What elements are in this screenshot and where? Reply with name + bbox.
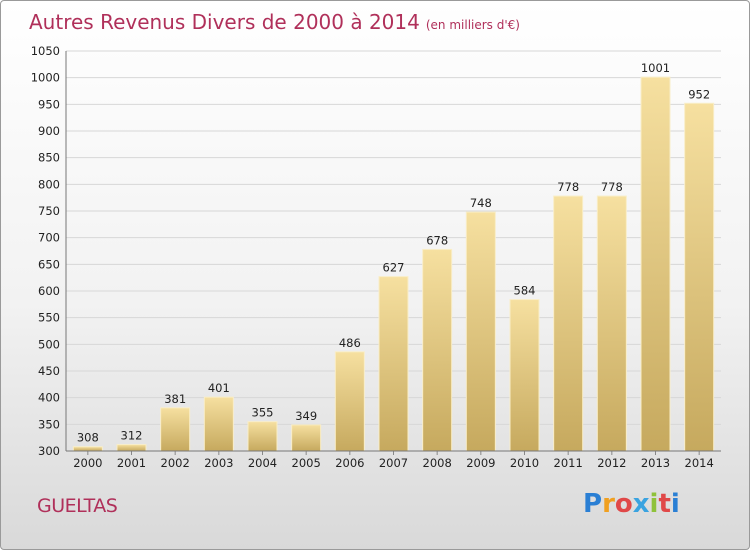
bar	[640, 76, 671, 452]
bar	[596, 195, 627, 452]
x-tick-label: 2014	[685, 456, 714, 470]
y-tick-label: 500	[38, 337, 60, 351]
value-label: 401	[208, 381, 230, 395]
value-label: 486	[339, 336, 361, 350]
value-label: 627	[383, 261, 405, 275]
bar	[291, 424, 322, 452]
commune-name: GUELTAS	[37, 495, 118, 517]
x-tick-label: 2006	[335, 456, 364, 470]
value-label: 1001	[641, 61, 670, 75]
x-tick-label: 2009	[466, 456, 495, 470]
bars	[72, 76, 715, 452]
logo-letter: P	[583, 489, 603, 519]
y-tick-label: 600	[38, 284, 60, 298]
value-label: 952	[688, 87, 710, 101]
logo-letter: i	[649, 489, 659, 519]
y-tick-label: 850	[38, 151, 60, 165]
bar	[684, 102, 715, 452]
x-tick-label: 2003	[204, 456, 233, 470]
bar	[553, 195, 584, 452]
bar	[160, 407, 191, 452]
x-tick-label: 2004	[248, 456, 277, 470]
chart-title-main: Autres Revenus Divers de 2000 à 2014	[29, 10, 420, 34]
value-label: 312	[121, 429, 143, 443]
logo-letter: t	[658, 489, 671, 519]
value-label: 381	[164, 392, 186, 406]
x-tick-label: 2000	[73, 456, 102, 470]
y-tick-label: 450	[38, 364, 60, 378]
bar	[422, 248, 453, 452]
value-label: 349	[295, 409, 317, 423]
bar	[116, 444, 147, 452]
value-label: 355	[252, 406, 274, 420]
x-tick-label: 2012	[597, 456, 626, 470]
axes	[65, 51, 721, 452]
value-label: 678	[426, 233, 448, 247]
bar	[203, 396, 234, 452]
chart-title-unit: (en milliers d'€)	[425, 18, 520, 32]
bar	[334, 351, 365, 452]
y-tick-label: 550	[38, 311, 60, 325]
x-tick-label: 2011	[554, 456, 583, 470]
bar	[72, 446, 103, 452]
y-tick-label: 900	[38, 124, 60, 138]
value-label: 308	[77, 431, 99, 445]
y-tick-label: 1000	[31, 71, 60, 85]
logo-letter: i	[670, 489, 680, 519]
y-axis-ticks: 300 350 400 450 500 550 600 650 700 750 800 850 900 9…	[31, 44, 60, 458]
x-tick-label: 2002	[161, 456, 190, 470]
bar	[247, 421, 278, 452]
y-tick-label: 350	[38, 417, 60, 431]
x-tick-label: 2013	[641, 456, 670, 470]
y-tick-label: 650	[38, 257, 60, 271]
bar	[378, 276, 409, 452]
proxiti-logo: Proxiti	[583, 489, 680, 519]
x-tick-label: 2008	[423, 456, 452, 470]
x-tick-label: 2001	[117, 456, 146, 470]
value-label: 584	[514, 284, 536, 298]
y-tick-label: 300	[38, 444, 60, 458]
x-axis-ticks: 2000 2001 2002 2003 2004 2005 2006 2007 2008 2009…	[73, 451, 714, 470]
logo-letter: x	[632, 489, 650, 519]
y-tick-label: 400	[38, 391, 60, 405]
logo-letter: r	[602, 489, 615, 519]
x-tick-label: 2007	[379, 456, 408, 470]
x-tick-label: 2010	[510, 456, 539, 470]
y-tick-label: 1050	[31, 44, 60, 58]
logo-letter: o	[614, 489, 633, 519]
y-tick-label: 950	[38, 97, 60, 111]
value-label: 748	[470, 196, 492, 210]
bar	[465, 211, 496, 452]
value-labels: 308 312 381 401 355 349 486 627 678 748 584 778 778 1…	[77, 61, 710, 445]
y-tick-label: 800	[38, 177, 60, 191]
value-label: 778	[601, 180, 623, 194]
y-tick-label: 700	[38, 231, 60, 245]
x-tick-label: 2005	[292, 456, 321, 470]
y-tick-label: 750	[38, 204, 60, 218]
value-label: 778	[557, 180, 579, 194]
chart-title: Autres Revenus Divers de 2000 à 2014 (en …	[29, 10, 520, 34]
bar	[509, 299, 540, 452]
